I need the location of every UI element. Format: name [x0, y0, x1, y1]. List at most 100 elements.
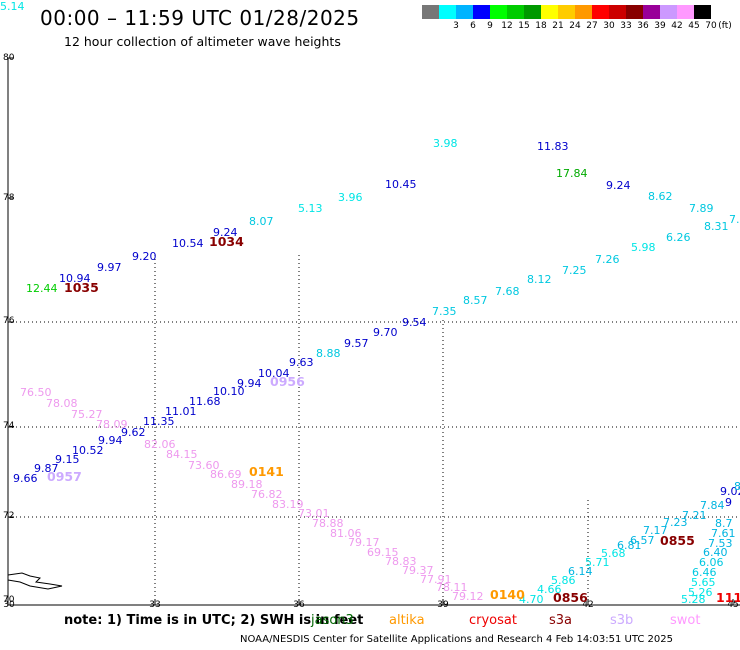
wave-height-label: 7.25: [562, 264, 587, 277]
footer-note: note: 1) Time is in UTC; 2) SWH is in fe…: [64, 613, 364, 628]
pass-time-label: 0141: [249, 464, 284, 479]
color-scale-labels: 3 6 9 12 15 18 21 24 27 30 33 36 39 42 45 70 (ft): [422, 21, 740, 33]
pass-time-label: 0956: [270, 374, 305, 389]
legend-swatch: [541, 5, 558, 19]
wave-height-label: 9.20: [132, 250, 157, 263]
wave-height-label: 75.27: [71, 408, 103, 421]
wave-height-label: 12.44: [26, 282, 58, 295]
wave-height-label: 9.97: [97, 261, 122, 274]
lat-label-70: 70: [3, 595, 15, 605]
legend-label: 15: [518, 21, 530, 31]
wave-height-label: 10.94: [59, 272, 91, 285]
wave-height-label: 69.15: [367, 546, 399, 559]
wave-height-label: 6.26: [666, 231, 691, 244]
wave-height-label: 79.37: [402, 564, 434, 577]
wave-height-label: 10.04: [258, 367, 290, 380]
wave-height-label: 8.57: [463, 294, 488, 307]
wave-height-label: 11.01: [165, 405, 197, 418]
satellite-key-s3b: s3b: [610, 613, 634, 628]
legend-label: 42: [671, 21, 683, 31]
wave-height-label: 8.62: [648, 190, 673, 203]
legend-swatch: [575, 5, 592, 19]
legend-label: 30: [603, 21, 615, 31]
pass-time-label: 0856: [553, 590, 588, 605]
legend-label: 21: [552, 21, 564, 31]
lat-label-72: 72: [3, 511, 15, 521]
wave-height-label: 17.84: [556, 167, 588, 180]
wave-height-label: 5.14: [0, 0, 25, 13]
tick-marks: [8, 57, 734, 605]
gridlines: [8, 255, 740, 600]
legend-swatch: [473, 5, 490, 19]
wave-height-label: 86.69: [210, 468, 242, 481]
wave-height-label: 79.12: [452, 590, 484, 603]
legend-swatch: [456, 5, 473, 19]
lon-label-45: 45: [727, 600, 739, 610]
wave-height-label: 6.40: [703, 546, 728, 559]
wave-height-label: 9.02: [720, 485, 740, 498]
wave-height-label: 73.60: [188, 459, 220, 472]
lon-label-30: 30: [3, 600, 15, 610]
map-title: 00:00 – 11:59 UTC 01/28/2025: [40, 6, 360, 30]
pass-time-label: 0855: [660, 533, 695, 548]
lat-label-78: 78: [3, 193, 15, 203]
legend-label: 3: [453, 21, 459, 31]
lat-label-76: 76: [3, 316, 15, 326]
satellite-key-cryosat: cryosat: [469, 613, 517, 628]
wave-height-label: 8.5: [734, 480, 740, 493]
legend-label: 27: [586, 21, 598, 31]
wave-height-label: 5.71: [585, 556, 610, 569]
wave-height-label: 10.52: [72, 444, 104, 457]
wave-height-label: 7.68: [495, 285, 520, 298]
wave-height-label: 89.18: [231, 478, 263, 491]
wave-height-label: 7.84: [700, 499, 725, 512]
wave-height-label: 7.17: [643, 524, 668, 537]
color-scale-legend: [422, 5, 711, 19]
legend-label: 12: [501, 21, 513, 31]
legend-swatch: [422, 5, 439, 19]
wave-height-label: 5.13: [298, 202, 323, 215]
legend-label: 33: [620, 21, 632, 31]
wave-height-label: 5.98: [631, 241, 656, 254]
wave-height-label: 6.06: [699, 556, 724, 569]
legend-swatch: [592, 5, 609, 19]
legend-swatch: [643, 5, 660, 19]
lat-label-80: 80: [3, 53, 15, 63]
wave-height-label: 78.09: [96, 418, 128, 431]
credit-line: NOAA/NESDIS Center for Satellite Applica…: [240, 634, 673, 645]
wave-height-label: 7.61: [711, 527, 736, 540]
legend-swatch: [609, 5, 626, 19]
wave-height-label: 4.70: [519, 593, 544, 606]
wave-height-label: 9: [725, 496, 732, 509]
wave-height-label: 7.35: [432, 305, 457, 318]
pass-time-label: 111: [716, 590, 740, 605]
wave-height-label: 9.24: [606, 179, 631, 192]
wave-height-label: 9.66: [13, 472, 38, 485]
wave-height-label: 11.68: [189, 395, 221, 408]
coastline-outline: [7, 572, 63, 590]
wave-height-label: 8.88: [316, 347, 341, 360]
wave-height-label: 6.14: [568, 565, 593, 578]
satellite-key-altika: altika: [389, 613, 425, 628]
wave-height-label: 5.26: [688, 586, 713, 599]
wave-height-label: 7.89: [689, 202, 714, 215]
wave-height-label: 11.83: [537, 140, 569, 153]
pass-time-label: 0140: [490, 587, 525, 602]
wave-height-label: 7.26: [595, 253, 620, 266]
wave-height-label: 4.66: [537, 583, 562, 596]
wave-height-label: 5.86: [551, 574, 576, 587]
wave-height-label: 73.01: [298, 507, 330, 520]
wave-height-label: 9.94: [98, 434, 123, 447]
legend-label: 6: [470, 21, 476, 31]
legend-label: 39: [654, 21, 666, 31]
legend-swatch: [626, 5, 643, 19]
legend-swatch: [677, 5, 694, 19]
wave-height-label: 78.11: [436, 581, 468, 594]
legend-swatch: [507, 5, 524, 19]
wave-height-label: 76.82: [251, 488, 283, 501]
legend-label: 36: [637, 21, 649, 31]
lon-label-39: 39: [437, 600, 449, 610]
lon-label-36: 36: [293, 600, 305, 610]
wave-height-label: 78.83: [385, 555, 417, 568]
